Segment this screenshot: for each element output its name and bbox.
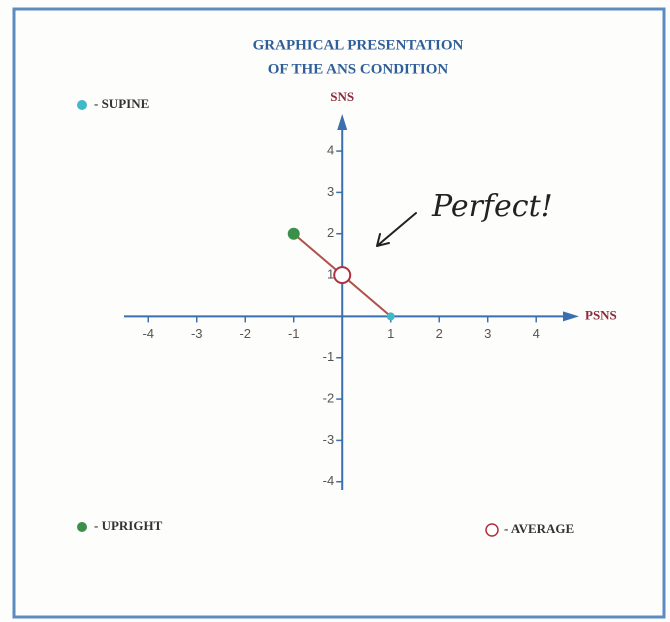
x-tick-label: 4 <box>533 326 540 341</box>
x-tick-label: -3 <box>191 326 203 341</box>
y-tick-label: -3 <box>323 432 335 447</box>
legend-marker <box>485 523 499 537</box>
frame <box>12 7 666 619</box>
annotation-arrow <box>376 212 417 247</box>
x-tick-label: 1 <box>387 326 394 341</box>
legend-marker <box>77 522 87 532</box>
y-tick-label: 1 <box>327 267 334 282</box>
x-tick-label: -4 <box>142 326 154 341</box>
x-tick-label: 2 <box>436 326 443 341</box>
annotation: Perfect! <box>431 189 553 224</box>
y-tick-label: 2 <box>327 225 334 240</box>
legend-label: - AVERAGE <box>504 521 574 536</box>
legend-label: - UPRIGHT <box>94 518 163 533</box>
point <box>287 227 300 240</box>
y-axis-arrow <box>337 114 348 130</box>
x-tick-label: -1 <box>288 326 300 341</box>
legend-marker <box>77 100 87 110</box>
legend-label: - SUPINE <box>94 96 149 111</box>
x-axis-label: PSNS <box>585 307 617 322</box>
y-tick-label: -1 <box>323 349 335 364</box>
chart-title: GRAPHICAL PRESENTATION <box>253 37 464 53</box>
y-tick-label: -2 <box>323 391 335 406</box>
y-axis-label: SNS <box>330 89 354 104</box>
point <box>386 312 395 321</box>
point <box>333 266 352 285</box>
chart-title: OF THE ANS CONDITION <box>268 61 449 77</box>
y-tick-label: -4 <box>323 473 335 488</box>
y-tick-label: 3 <box>327 184 334 199</box>
x-tick-label: -2 <box>239 326 251 341</box>
x-axis-arrow <box>563 311 579 322</box>
y-tick-label: 4 <box>327 143 334 158</box>
x-tick-label: 3 <box>484 326 491 341</box>
